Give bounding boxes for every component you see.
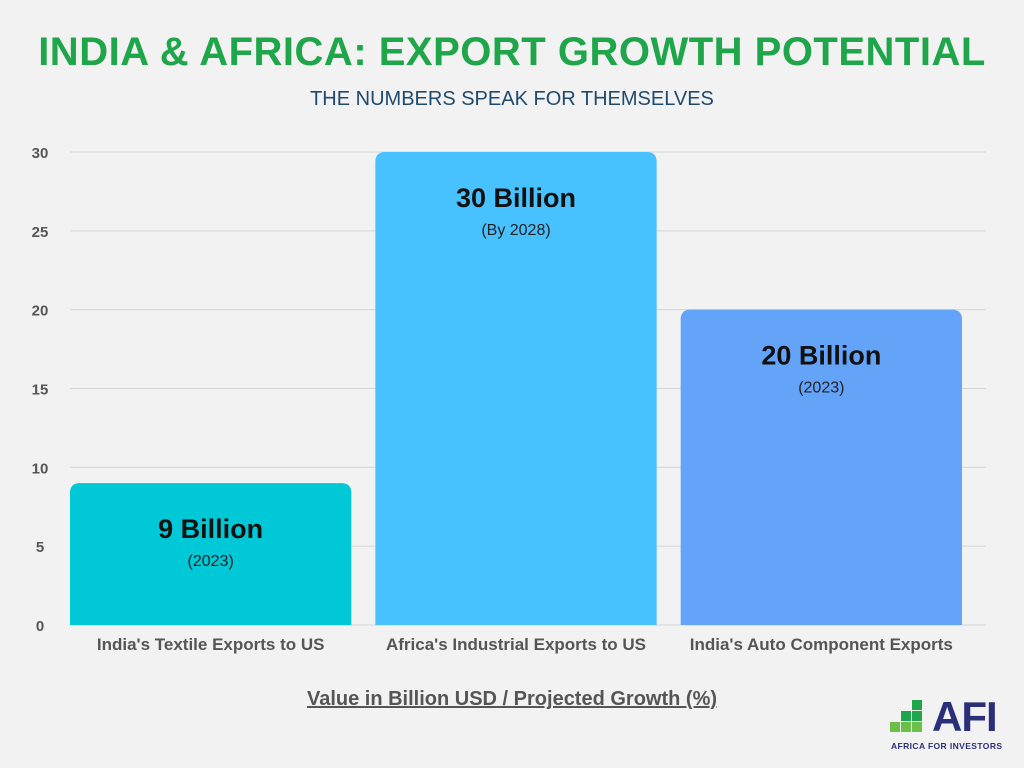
y-tick-label: 15 <box>32 382 49 399</box>
bar-value-label: 20 Billion <box>761 341 881 371</box>
logo-square <box>912 722 922 732</box>
y-axis-ticks: 0 5 10 15 20 25 30 <box>32 145 49 635</box>
y-tick-label: 10 <box>32 460 49 477</box>
afi-logo-icon <box>890 700 922 732</box>
x-axis-label: Value in Billion USD / Projected Growth … <box>306 688 718 710</box>
logo-tagline: AFRICA FOR INVESTORS <box>891 741 1003 751</box>
chart-title: INDIA & AFRICA: EXPORT GROWTH POTENTIAL <box>38 30 986 74</box>
y-tick-label: 0 <box>36 618 44 635</box>
x-axis-ticks: India's Textile Exports to US Africa's In… <box>97 635 953 654</box>
bar-value-label: 30 Billion <box>456 183 576 213</box>
chart-subtitle: THE NUMBERS SPEAK FOR THEMSELVES <box>310 88 714 110</box>
logo-text: AFI <box>932 693 998 740</box>
bar-sub-label: (2023) <box>798 380 844 397</box>
bar <box>680 309 962 625</box>
logo-square <box>901 711 911 721</box>
bar-value-label: 9 Billion <box>158 514 263 544</box>
bar <box>375 152 657 625</box>
y-tick-label: 30 <box>32 145 49 162</box>
logo-square <box>912 700 922 710</box>
x-tick-label: India's Auto Component Exports <box>690 635 953 654</box>
bar-sub-label: (By 2028) <box>481 222 550 239</box>
bar <box>70 483 352 625</box>
y-tick-label: 5 <box>36 539 44 556</box>
x-tick-label: India's Textile Exports to US <box>97 635 325 654</box>
logo-square <box>912 711 922 721</box>
logo-square <box>890 722 900 732</box>
data-labels: 9 Billion (2023) 30 Billion (By 2028) 20 Bil… <box>158 183 881 570</box>
y-tick-label: 20 <box>32 303 49 320</box>
y-tick-label: 25 <box>32 224 49 241</box>
bars <box>70 152 962 625</box>
logo-square <box>901 722 911 732</box>
x-tick-label: Africa's Industrial Exports to US <box>386 635 646 654</box>
bar-sub-label: (2023) <box>188 553 234 570</box>
